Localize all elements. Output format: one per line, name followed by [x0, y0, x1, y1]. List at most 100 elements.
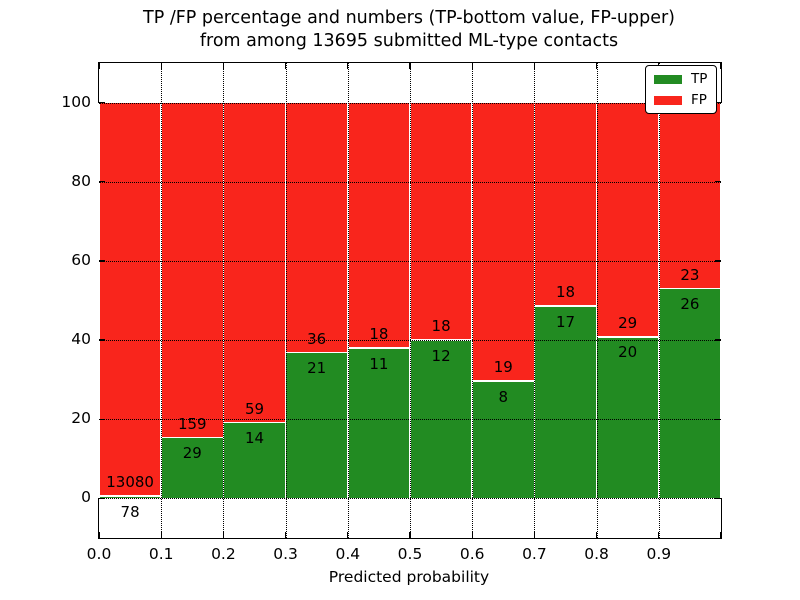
fp-count-label: 18 — [369, 325, 389, 344]
x-tick-mark — [99, 532, 101, 538]
x-tick-mark — [160, 63, 162, 69]
bar-edge — [99, 495, 162, 497]
y-tick-mark — [715, 497, 721, 500]
y-tick-label: 60 — [71, 250, 91, 269]
x-tick-mark — [347, 532, 349, 538]
x-axis-label: Predicted probability — [328, 568, 490, 586]
x-tick-mark — [160, 532, 162, 538]
x-tick-mark — [222, 63, 225, 69]
y-tick-mark — [99, 260, 105, 262]
fp-count-label: 59 — [244, 399, 265, 418]
legend-label-fp: FP — [691, 92, 707, 108]
bar-edge — [285, 351, 348, 354]
fp-bar-segment — [472, 102, 535, 382]
bar-edge — [98, 102, 100, 499]
legend: TP FP — [645, 65, 718, 114]
fp-count-label: 23 — [680, 265, 700, 284]
x-tick-label: 0.6 — [459, 545, 485, 563]
gridline-v — [285, 63, 287, 538]
y-tick-mark — [715, 339, 721, 341]
x-tick-mark — [533, 63, 536, 69]
x-tick-mark — [284, 532, 287, 538]
x-tick-mark — [658, 532, 660, 538]
x-tick-mark — [284, 63, 287, 69]
bar-edge — [534, 305, 597, 307]
chart-title-line2: from among 13695 submitted ML-type conta… — [199, 31, 619, 51]
tp-count-label: 12 — [431, 346, 451, 365]
fp-count-label: 36 — [307, 329, 327, 348]
tp-bar-segment — [161, 437, 224, 499]
x-tick-mark — [471, 532, 473, 538]
x-tick-mark — [595, 63, 598, 69]
x-tick-label: 0.4 — [335, 545, 361, 563]
y-tick-mark — [715, 260, 721, 262]
x-tick-mark — [409, 532, 411, 538]
y-tick-mark — [715, 418, 721, 420]
gridline-v — [596, 63, 598, 538]
fp-bar-segment — [596, 102, 659, 337]
x-tick-mark — [347, 63, 349, 69]
tp-bar-segment — [347, 348, 410, 499]
x-tick-label: 0.7 — [522, 545, 547, 563]
gridline-v — [223, 63, 225, 538]
x-tick-mark — [471, 63, 473, 69]
fp-bar-segment — [534, 102, 597, 307]
tp-count-label: 29 — [182, 443, 202, 462]
x-tick-label: 0.8 — [584, 545, 609, 563]
legend-label-tp: TP — [691, 71, 708, 87]
gridline-v — [161, 63, 163, 538]
fp-count-label: 29 — [618, 313, 638, 332]
x-tick-label: 0.2 — [211, 545, 236, 563]
gridline-v — [472, 63, 474, 538]
bar-edge — [596, 336, 659, 338]
legend-swatch-fp-icon — [654, 95, 682, 105]
fp-bar-segment — [99, 102, 162, 497]
gridline-v — [347, 63, 349, 538]
bar-edge — [720, 102, 722, 499]
y-tick-label: 40 — [71, 330, 91, 349]
tp-bar-segment — [410, 340, 473, 499]
bar-edge — [409, 102, 411, 499]
bar-edge — [472, 380, 535, 382]
y-tick-label: 80 — [71, 171, 91, 190]
bar-edge — [658, 287, 721, 290]
tp-bar-segment — [658, 288, 721, 499]
legend-swatch-tp-icon — [654, 74, 682, 84]
fp-bar-segment — [223, 102, 286, 423]
y-tick-mark — [715, 181, 721, 183]
x-tick-mark — [719, 63, 721, 69]
fp-bar-segment — [658, 102, 721, 289]
x-tick-label: 0.3 — [273, 545, 298, 563]
tp-count-label: 8 — [498, 387, 509, 406]
y-tick-label: 20 — [71, 409, 91, 428]
x-tick-mark — [99, 63, 101, 69]
y-tick-mark — [99, 181, 105, 183]
fp-bar-segment — [285, 102, 348, 353]
bar-edge — [161, 436, 224, 439]
bar-edge — [223, 421, 286, 424]
fp-count-label: 18 — [555, 283, 576, 302]
y-tick-mark — [99, 497, 105, 500]
x-tick-label: 0.0 — [86, 545, 112, 563]
y-tick-label: 100 — [61, 92, 91, 111]
gridline-v — [410, 63, 411, 538]
fp-count-label: 18 — [431, 317, 451, 336]
x-tick-label: 0.9 — [646, 545, 672, 563]
bar-edge — [347, 347, 410, 350]
tp-count-label: 20 — [618, 343, 638, 362]
y-tick-label: 0 — [81, 488, 91, 507]
fp-count-label: 13080 — [106, 473, 154, 492]
tp-bar-segment — [99, 496, 162, 499]
tp-count-label: 17 — [555, 312, 576, 331]
x-tick-mark — [719, 532, 721, 538]
x-tick-mark — [533, 532, 536, 538]
x-tick-label: 0.5 — [397, 545, 423, 563]
fp-count-label: 19 — [493, 358, 513, 377]
chart-title-line1: TP /FP percentage and numbers (TP-bottom… — [143, 8, 675, 28]
legend-item-tp: TP — [654, 72, 707, 86]
tp-count-label: 78 — [120, 502, 140, 521]
tp-bar-segment — [223, 422, 286, 499]
gridline-v — [658, 63, 660, 538]
y-tick-mark — [99, 339, 105, 341]
